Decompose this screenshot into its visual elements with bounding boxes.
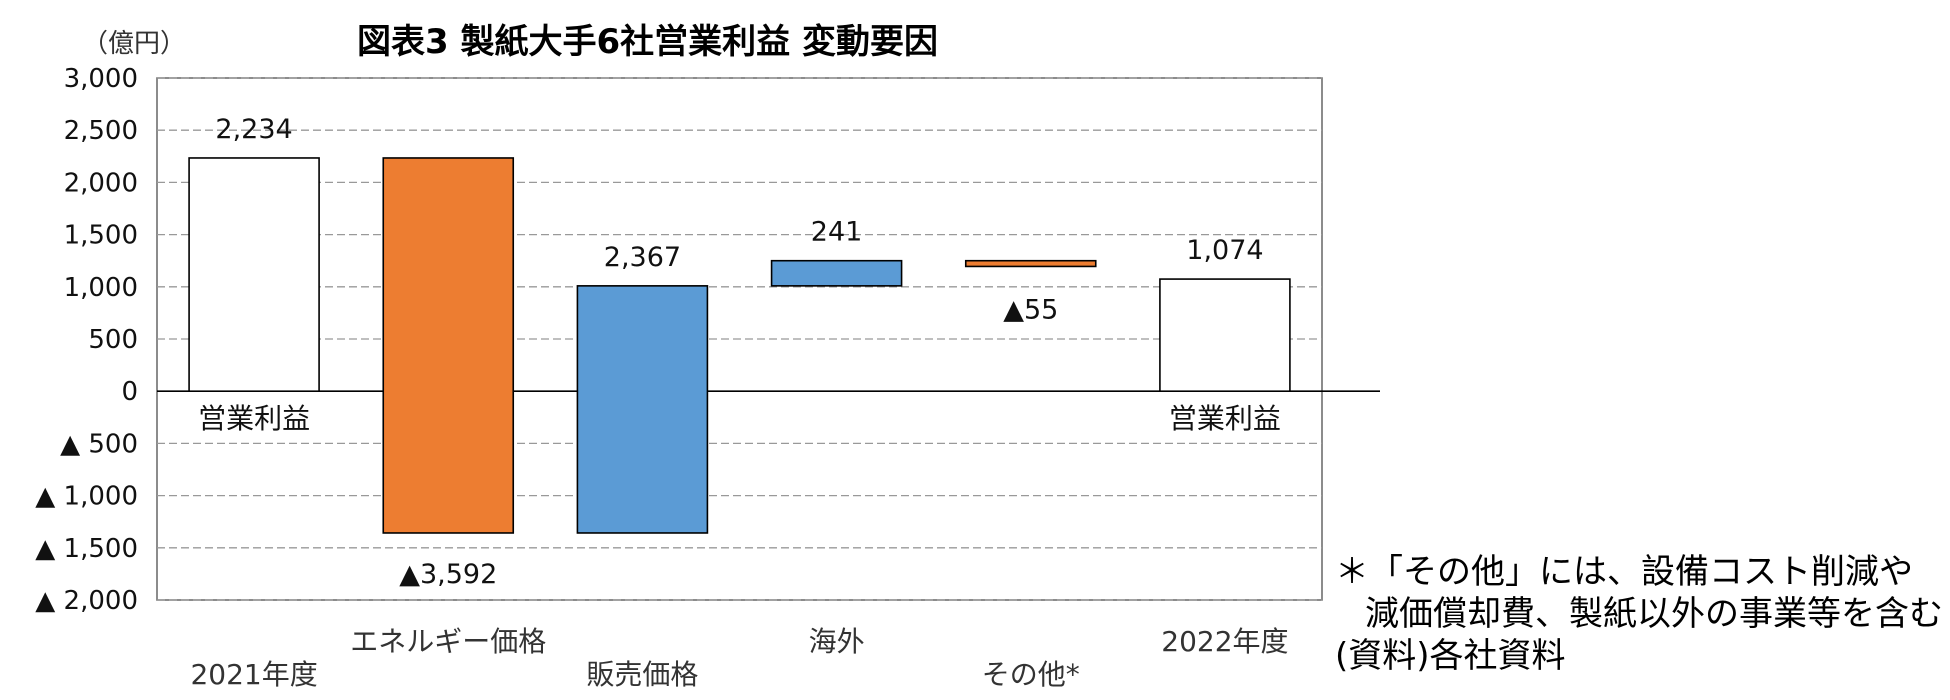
y-tick-label-4: 1,000 <box>64 273 138 303</box>
bar-0 <box>188 157 320 392</box>
value-labels: 2,234 営業利益 ▲3,592 2,367 241 ▲55 1,074 営業利益 <box>198 114 1281 590</box>
y-axis-tick-labels: 3,000 2,500 2,000 1,500 1,000 500 0 ▲ 500 ▲ 1,00… <box>35 64 138 616</box>
bar-2 <box>576 285 709 534</box>
grid-lines <box>157 77 1380 601</box>
chart-title: 図表3 製紙大手6社営業利益 変動要因 <box>357 22 938 62</box>
source-note: (資料)各社資料 <box>1335 636 1566 676</box>
value-label-3: 241 <box>811 217 863 248</box>
y-tick-label-6: 0 <box>121 377 138 407</box>
unit-label: （億円） <box>82 29 186 59</box>
value-label-2: 2,367 <box>604 242 681 273</box>
footnote-line2: 減価償却費、製紙以外の事業等を含む <box>1365 594 1943 634</box>
bar-3 <box>770 259 903 287</box>
category-label-1: エネルギー価格 <box>350 625 546 658</box>
value-label-5: 1,074 <box>1186 235 1263 266</box>
category-label-2: 販売価格 <box>586 658 698 691</box>
y-tick-label-0: 3,000 <box>64 64 138 94</box>
y-tick-label-1: 2,500 <box>64 116 138 146</box>
bar-1 <box>382 157 515 534</box>
value-label-0: 2,234 <box>215 114 292 145</box>
y-tick-label-7: ▲ 500 <box>60 429 138 459</box>
bar-4 <box>964 259 1097 268</box>
bars <box>188 157 1291 534</box>
inner-label-5: 営業利益 <box>1169 402 1281 435</box>
y-tick-label-3: 1,500 <box>64 221 138 251</box>
footnote-line1: ＊「その他」には、設備コスト削減や <box>1335 552 1913 592</box>
y-tick-label-10: ▲ 2,000 <box>35 586 138 616</box>
category-label-0: 2021年度 <box>190 658 317 691</box>
bar-5 <box>1159 278 1291 393</box>
category-label-5: 2022年度 <box>1161 625 1288 658</box>
category-label-4: その他* <box>982 658 1080 691</box>
y-tick-label-8: ▲ 1,000 <box>35 482 138 512</box>
value-label-1: ▲3,592 <box>399 559 497 590</box>
value-label-4: ▲55 <box>1003 294 1058 325</box>
y-tick-label-9: ▲ 1,500 <box>35 534 138 564</box>
inner-label-0: 営業利益 <box>198 402 310 435</box>
y-tick-label-5: 500 <box>88 325 138 355</box>
y-tick-label-2: 2,000 <box>64 168 138 198</box>
category-label-3: 海外 <box>809 625 865 658</box>
